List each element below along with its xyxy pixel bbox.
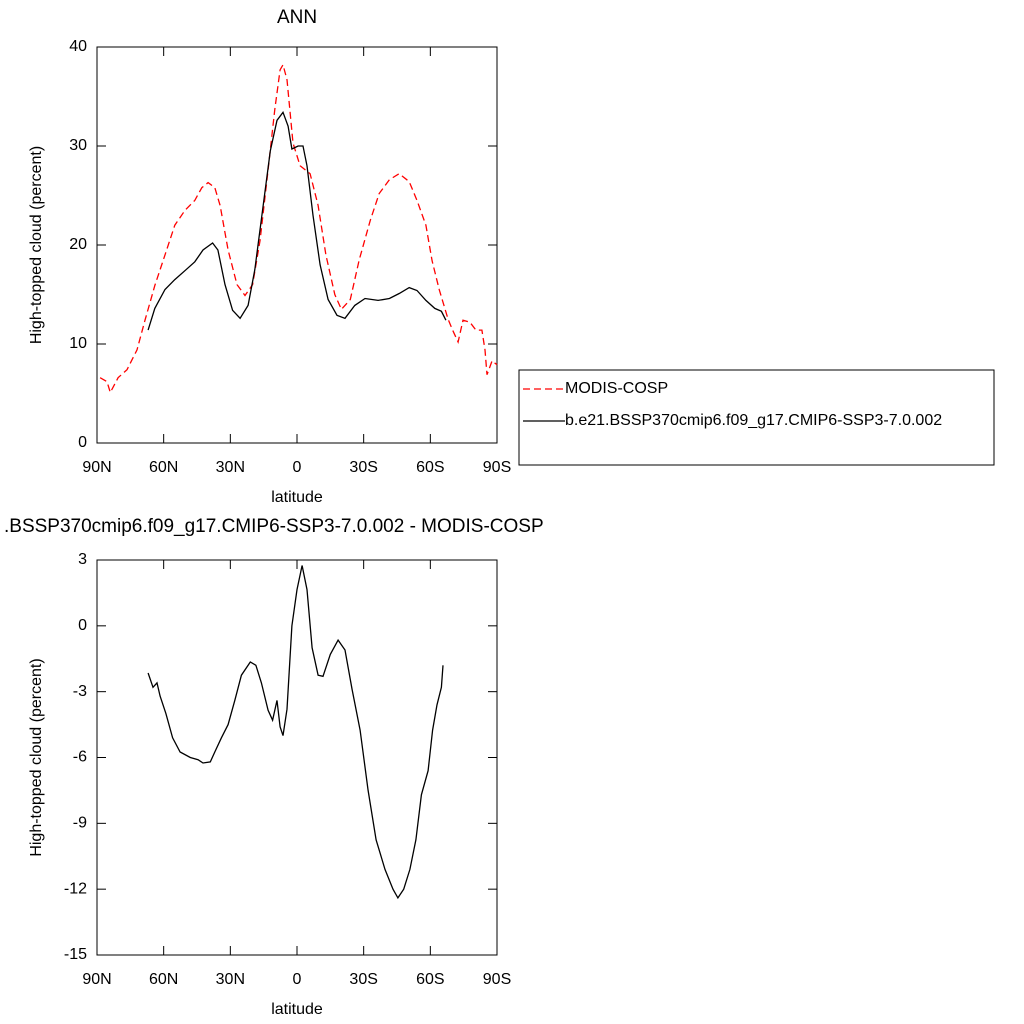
y-tick-label: -3 [73,683,87,700]
x-tick-label: 0 [293,971,302,988]
data-line [99,63,498,395]
x-tick-label: 0 [293,459,302,476]
y-tick-label: 40 [69,38,87,55]
x-tick-label: 30S [349,459,377,476]
y-tick-label: 0 [78,434,87,451]
data-line [147,565,444,900]
data-line [147,110,447,331]
plot-frame [96,46,498,444]
x-tick-label: 90S [483,459,511,476]
chart-title: ANN [277,7,317,28]
legend-box [518,369,995,466]
y-tick-label: 20 [69,236,87,253]
plot-frame [96,559,498,956]
x-tick-label: 90N [82,459,111,476]
y-tick-label: 30 [69,137,87,154]
x-tick-label: 60N [149,459,178,476]
y-axis-label: High-topped cloud (percent) [28,658,45,856]
chart-title: .BSSP370cmip6.f09_g17.CMIP6-SSP3-7.0.002… [4,516,544,537]
y-tick-label: -12 [64,880,87,897]
y-tick-label: -15 [64,946,87,963]
x-axis-label: latitude [271,489,323,506]
y-tick-label: 0 [78,617,87,634]
x-axis-label: latitude [271,1001,323,1018]
y-tick-label: 3 [78,551,87,568]
y-tick-label: -9 [73,815,87,832]
legend-label: b.e21.BSSP370cmip6.f09_g17.CMIP6-SSP3-7.… [565,412,942,429]
x-tick-label: 90S [483,971,511,988]
x-tick-label: 60N [149,971,178,988]
x-tick-label: 30N [216,459,245,476]
x-tick-label: 30S [349,971,377,988]
x-tick-label: 60S [416,459,444,476]
x-tick-label: 30N [216,971,245,988]
x-tick-label: 90N [82,971,111,988]
y-axis-label: High-topped cloud (percent) [28,146,45,344]
y-tick-label: 10 [69,335,87,352]
x-tick-label: 60S [416,971,444,988]
legend-label: MODIS-COSP [565,380,668,397]
y-tick-label: -6 [73,749,87,766]
